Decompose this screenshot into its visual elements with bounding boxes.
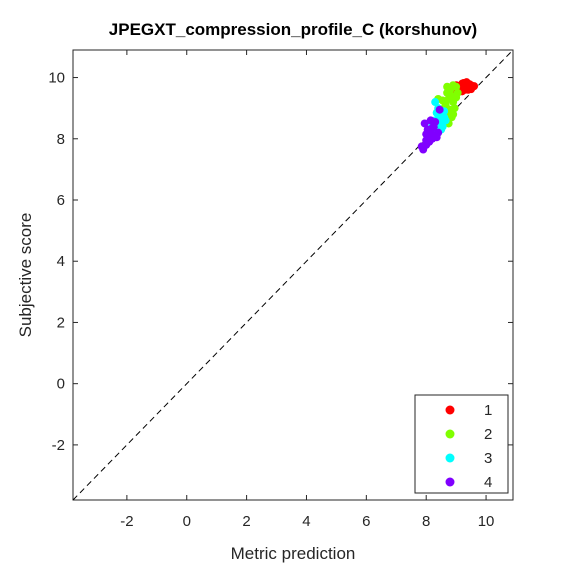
legend-marker xyxy=(445,477,455,487)
y-axis-ticks: -2 0 2 4 6 8 10 xyxy=(48,70,513,454)
legend-marker xyxy=(445,405,455,415)
x-tick-label: 6 xyxy=(362,513,370,530)
legend-label: 3 xyxy=(484,450,492,467)
data-point xyxy=(470,82,479,91)
data-point xyxy=(431,98,440,107)
data-point xyxy=(452,82,461,91)
data-point xyxy=(428,124,437,133)
legend: 1 2 3 4 xyxy=(414,394,509,494)
y-axis-label: Subjective score xyxy=(16,213,35,338)
legend-label: 1 xyxy=(484,402,492,419)
x-tick-label: 2 xyxy=(242,513,250,530)
y-tick-label: 6 xyxy=(57,192,65,209)
y-tick-label: -2 xyxy=(52,437,65,454)
data-point xyxy=(443,88,452,97)
legend-marker xyxy=(445,453,455,463)
series-4-points xyxy=(417,105,444,154)
data-point xyxy=(449,110,458,119)
y-tick-label: 0 xyxy=(57,376,65,393)
x-axis-ticks: -2 0 2 4 6 8 10 xyxy=(120,50,494,530)
y-tick-label: 10 xyxy=(48,70,65,87)
data-point xyxy=(438,96,447,105)
y-tick-label: 4 xyxy=(57,253,65,270)
x-axis-label: Metric prediction xyxy=(231,544,356,563)
data-point xyxy=(441,116,450,125)
x-tick-label: 8 xyxy=(422,513,430,530)
x-tick-label: 0 xyxy=(183,513,191,530)
data-point xyxy=(452,93,461,102)
legend-marker xyxy=(445,429,455,439)
legend-label: 2 xyxy=(484,426,492,443)
chart-title: JPEGXT_compression_profile_C (korshunov) xyxy=(109,20,477,39)
data-point xyxy=(420,119,429,128)
x-tick-label: 10 xyxy=(478,513,495,530)
data-point xyxy=(426,116,435,125)
data-point xyxy=(435,105,444,114)
data-point xyxy=(422,136,431,145)
y-tick-label: 2 xyxy=(57,314,65,331)
x-tick-label: -2 xyxy=(120,513,133,530)
series-2-points xyxy=(434,81,462,128)
x-tick-label: 4 xyxy=(302,513,310,530)
data-point xyxy=(432,133,441,142)
scatter-points xyxy=(417,78,479,154)
legend-label: 4 xyxy=(484,474,492,491)
y-tick-label: 8 xyxy=(57,131,65,148)
data-point xyxy=(422,130,431,139)
legend-box xyxy=(414,394,509,494)
data-point xyxy=(417,142,426,151)
